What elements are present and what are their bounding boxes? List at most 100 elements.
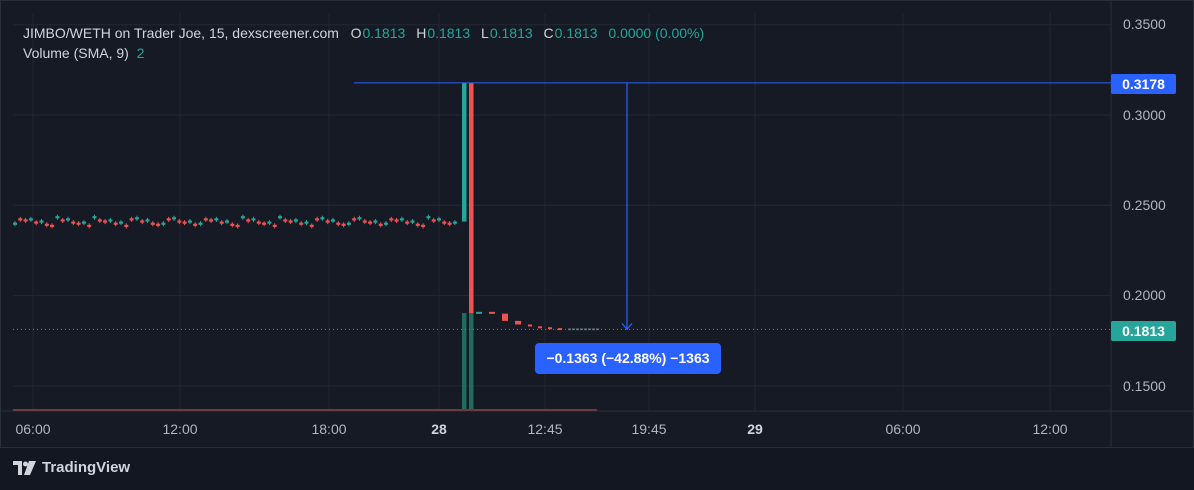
candle (256, 221, 261, 224)
candle (209, 219, 214, 222)
candle (315, 218, 320, 221)
candle (442, 221, 447, 224)
candle (225, 220, 229, 223)
candle (87, 224, 92, 227)
candle (198, 222, 203, 225)
candle (415, 223, 420, 226)
last-price-tag: 0.1813 (1111, 321, 1176, 341)
candle (55, 216, 60, 219)
candle (288, 220, 293, 223)
candle (124, 224, 129, 227)
horizontal-line-price-tag: 0.3178 (1111, 74, 1176, 94)
candle (548, 327, 552, 330)
open-value: 0.1813 (362, 25, 406, 41)
candle (362, 220, 367, 223)
candle (240, 216, 245, 219)
candle (71, 221, 76, 224)
time-tick: 12:00 (1032, 421, 1068, 437)
candle (103, 220, 108, 223)
brand-name: TradingView (42, 459, 131, 476)
price-tick: 0.3000 (1123, 107, 1166, 123)
candle (23, 219, 28, 222)
price-tick: 0.2000 (1123, 287, 1166, 303)
candle (145, 219, 150, 222)
change-value: 0.0000 (0.00%) (608, 25, 705, 41)
candle (161, 222, 166, 225)
candle (421, 224, 426, 227)
candle (18, 218, 23, 221)
candle (129, 218, 134, 221)
candle (177, 220, 182, 223)
candle (452, 221, 457, 224)
candle (251, 218, 256, 221)
candle (272, 224, 277, 227)
candle (166, 218, 171, 221)
candle (150, 222, 155, 225)
candle (558, 328, 562, 331)
candle (34, 221, 39, 224)
candle (437, 218, 441, 221)
candle (336, 222, 341, 225)
candle (320, 217, 325, 220)
volume-legend: Volume (SMA, 9) 2 (23, 45, 151, 61)
price-chart[interactable] (0, 0, 1194, 448)
candle (410, 220, 415, 223)
dump-candle (469, 82, 474, 314)
candle (140, 220, 145, 223)
candle (97, 219, 102, 222)
candle (108, 219, 113, 222)
low-value: 0.1813 (489, 25, 533, 41)
low-label: L (481, 25, 489, 41)
price-tick: 0.2500 (1123, 197, 1166, 213)
price-range-measure-label[interactable]: −0.1363 (−42.88%) −1363 (535, 343, 721, 374)
candle (447, 222, 452, 225)
candle (278, 216, 282, 219)
open-label: O (350, 25, 362, 41)
candle (267, 221, 272, 224)
candle (293, 219, 298, 222)
candle (357, 217, 362, 220)
price-tick: 0.3500 (1123, 16, 1166, 32)
candle (203, 218, 208, 221)
tradingview-logo[interactable]: TradingView (13, 459, 130, 476)
candle (426, 216, 431, 219)
high-label: H (416, 25, 427, 41)
high-value: 0.1813 (427, 25, 471, 41)
candle (262, 222, 267, 225)
candle (50, 224, 55, 227)
candle (528, 324, 532, 327)
time-tick: 18:00 (311, 421, 347, 437)
candle (219, 221, 224, 224)
time-tick: 12:45 (527, 421, 563, 437)
candle (81, 221, 86, 224)
candle (405, 221, 410, 224)
pump-candle (462, 82, 467, 222)
candle (352, 218, 357, 221)
candle (325, 220, 330, 223)
volume-value: 2 (136, 45, 145, 61)
candle (476, 311, 482, 314)
candle (134, 217, 139, 220)
candle (44, 223, 49, 226)
volume-bar (462, 313, 467, 411)
candle (76, 222, 81, 225)
candle (399, 218, 404, 221)
time-tick-day: 29 (747, 421, 763, 437)
candle (182, 221, 187, 224)
symbol-title: JIMBO/WETH on Trader Joe, 15, dexscreene… (23, 25, 339, 41)
candle (119, 221, 123, 224)
volume-label: Volume (SMA, 9) (23, 45, 129, 61)
time-tick: 12:00 (162, 421, 198, 437)
candle (230, 223, 235, 226)
candle (193, 223, 198, 226)
candle (309, 224, 314, 227)
candle (431, 219, 436, 222)
candle (502, 313, 508, 321)
close-value: 0.1813 (554, 25, 598, 41)
candle (515, 320, 521, 325)
candle (187, 220, 192, 223)
candle (156, 223, 161, 226)
candle (384, 222, 388, 225)
time-tick: 19:45 (631, 421, 667, 437)
time-tick-day: 28 (431, 421, 447, 437)
